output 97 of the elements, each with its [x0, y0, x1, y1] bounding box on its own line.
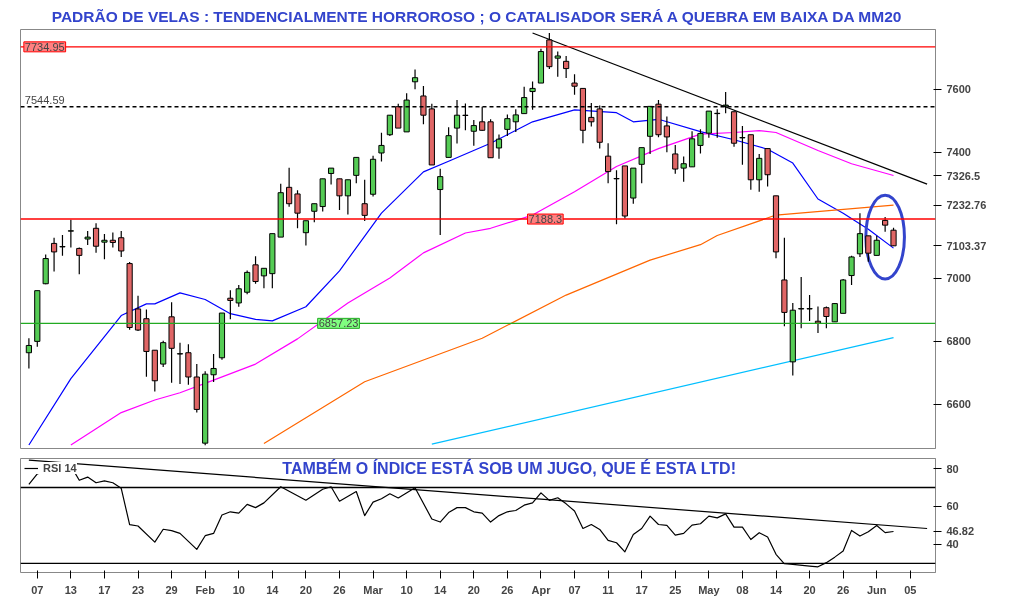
x-tick-label: Feb — [195, 583, 216, 596]
candlestick — [605, 142, 612, 184]
candlestick — [286, 167, 293, 208]
candlestick — [92, 222, 100, 254]
chart-title: PADRÃO DE VELAS : TENDENCIALMENTE HORROROSO ; O CATALISADOR SERÁ A QUEBRA EM BAIXA DA MM20 — [51, 7, 902, 25]
y-tick-label: 6600 — [946, 398, 971, 411]
y-tick-label: 7232.76 — [946, 199, 987, 212]
x-tick-label: 14 — [769, 583, 783, 596]
candlestick — [613, 169, 620, 225]
x-tick-label: 26 — [837, 583, 850, 596]
y-tick-label: 7400 — [946, 146, 971, 159]
annotation: TAMBÉM O ÍNDICE ESTÁ SOB UM JUGO, QUE É ESTA LTD! — [282, 458, 736, 477]
x-tick-label: 26 — [501, 583, 514, 596]
candlestick — [76, 246, 83, 275]
candlestick — [210, 353, 217, 383]
x-tick-label: 10 — [400, 583, 413, 596]
x-tick-label: May — [698, 583, 721, 596]
candlestick — [25, 337, 32, 370]
candlestick — [252, 255, 259, 285]
candlestick — [470, 119, 477, 147]
y-tick-label: 6800 — [946, 335, 971, 348]
candlestick — [302, 220, 310, 247]
candlestick — [67, 219, 74, 249]
candlestick — [260, 267, 268, 289]
candlestick — [134, 295, 142, 332]
ref-line-label: 7188.3 — [528, 213, 563, 226]
x-tick-label: 25 — [669, 583, 682, 596]
candlestick — [244, 269, 251, 295]
x-tick-label: 07 — [568, 583, 581, 596]
y-tick-label: 7600 — [946, 83, 971, 96]
ref-line-label: 7544.59 — [24, 93, 65, 106]
candlestick — [327, 167, 335, 186]
candlestick — [445, 126, 452, 159]
x-tick-label: 23 — [131, 583, 145, 596]
x-tick-label: 20 — [803, 583, 816, 596]
candlestick — [50, 237, 58, 273]
candlestick — [806, 294, 813, 322]
ref-line-label: 6857.23 — [318, 317, 359, 330]
x-tick-label: 07 — [31, 583, 44, 596]
candlestick — [176, 342, 184, 385]
y-tick-label: 60 — [946, 500, 959, 513]
candlestick — [697, 128, 704, 155]
x-tick-label: 26 — [333, 583, 346, 596]
x-tick-label: 14 — [434, 583, 448, 596]
candlestick — [739, 125, 746, 166]
candlestick — [294, 189, 301, 229]
y-tick-label: 7326.5 — [946, 169, 981, 182]
candlestick — [118, 230, 125, 258]
candlestick — [344, 179, 351, 216]
x-tick-label: Mar — [363, 583, 384, 596]
candlestick — [856, 212, 864, 258]
y-tick-label: 7000 — [946, 272, 971, 285]
candlestick — [798, 276, 805, 329]
candlestick — [386, 114, 393, 137]
candlestick — [848, 255, 855, 286]
candlestick — [227, 289, 234, 320]
candlestick — [336, 178, 343, 211]
x-tick-label: 20 — [467, 583, 480, 596]
candlestick — [361, 179, 368, 222]
candlestick — [638, 147, 645, 184]
x-tick-label: 05 — [904, 583, 917, 596]
candlestick — [59, 234, 66, 257]
candlestick — [378, 132, 385, 163]
x-tick-label: 14 — [266, 583, 280, 596]
candlestick — [705, 110, 712, 139]
y-tick-label: 40 — [946, 538, 959, 551]
x-tick-label: 13 — [64, 583, 77, 596]
candlestick — [563, 55, 570, 79]
candlestick — [512, 108, 519, 133]
candlestick — [235, 284, 242, 308]
candlestick — [823, 305, 830, 329]
candlestick — [756, 153, 763, 193]
candlestick — [571, 73, 578, 96]
candlestick — [160, 340, 167, 368]
candlestick — [411, 68, 419, 90]
x-tick-label: Apr — [531, 583, 552, 596]
ref-line-label: 7734.95 — [24, 40, 65, 53]
x-tick-label: 17 — [635, 583, 648, 596]
candlestick — [437, 168, 444, 236]
candlestick — [101, 233, 108, 260]
x-tick-label: 11 — [602, 583, 614, 596]
x-tick-label: 20 — [299, 583, 313, 596]
line-series — [263, 204, 895, 445]
candlestick — [663, 115, 670, 153]
x-tick-label: 08 — [736, 583, 749, 596]
y-tick-label: 46.82 — [946, 525, 975, 538]
candlestick — [353, 156, 360, 184]
candlestick — [495, 133, 503, 160]
x-tick-label: 10 — [232, 583, 245, 596]
legend-label: RSI 14 — [43, 462, 77, 474]
candlestick — [890, 227, 897, 247]
y-tick-label: 7103.37 — [946, 239, 987, 252]
x-tick-label: Jun — [866, 583, 887, 596]
x-tick-label: 29 — [165, 583, 178, 596]
candlestick — [504, 113, 511, 137]
y-tick-label: 80 — [946, 462, 959, 475]
x-tick-label: 17 — [98, 583, 111, 596]
